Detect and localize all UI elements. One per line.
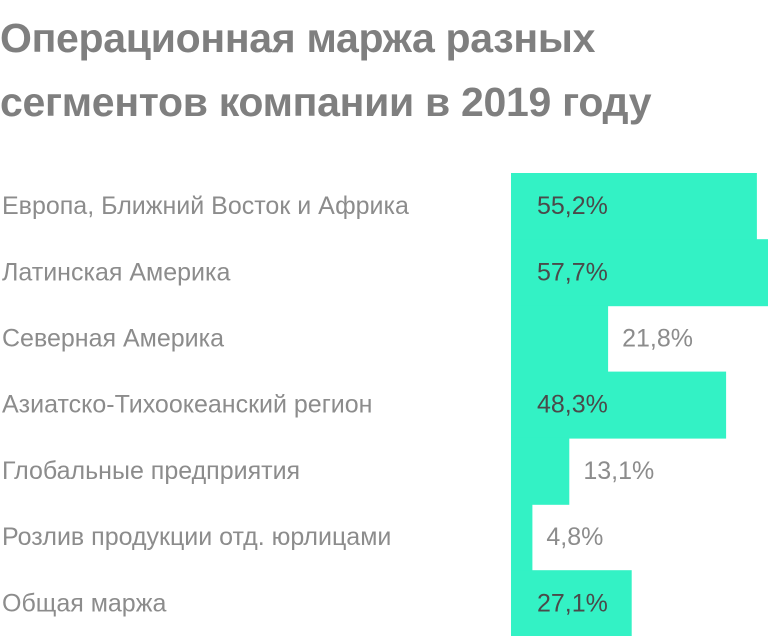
bar-3 — [511, 305, 609, 373]
category-label: Общая маржа — [2, 589, 166, 617]
bar-2 — [511, 239, 768, 307]
bar-6 — [511, 504, 533, 571]
bar-5 — [511, 437, 570, 505]
bar-1 — [511, 173, 757, 240]
category-label: Европа, Ближний Восток и Африка — [2, 192, 409, 220]
value-label: 13,1% — [583, 457, 654, 485]
category-label: Латинская Америка — [2, 258, 230, 286]
category-label: Глобальные предприятия — [2, 457, 300, 485]
value-label: 57,7% — [537, 258, 608, 286]
value-label: 27,1% — [537, 589, 608, 617]
bar-7 — [511, 570, 632, 636]
value-label: 48,3% — [537, 391, 608, 419]
category-label: Азиатско-Тихоокеанский регион — [2, 391, 372, 419]
bar-4 — [511, 371, 727, 439]
category-label: Розлив продукции отд. юрлицами — [2, 523, 391, 551]
value-label: 55,2% — [537, 192, 608, 220]
category-label: Северная Америка — [2, 325, 224, 353]
chart-title: Операционная маржа разных сегментов комп… — [0, 15, 652, 125]
value-label: 4,8% — [546, 523, 603, 551]
value-label: 21,8% — [622, 325, 693, 353]
